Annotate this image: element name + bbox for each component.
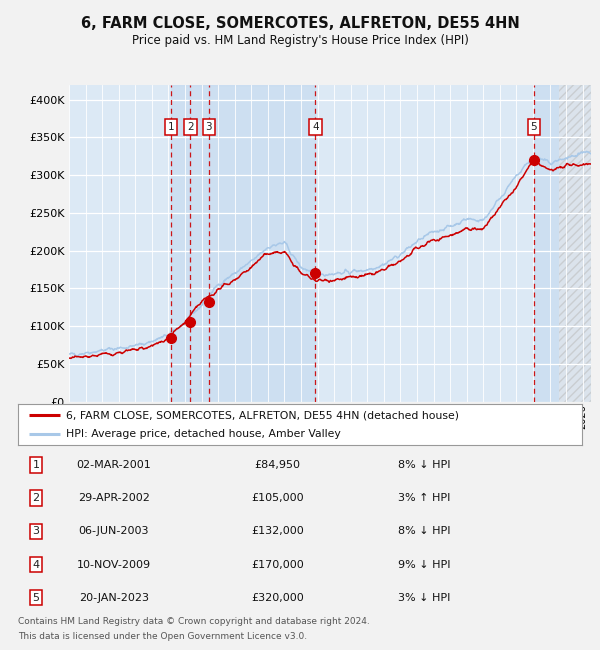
Text: HPI: Average price, detached house, Amber Valley: HPI: Average price, detached house, Ambe… — [66, 429, 341, 439]
Text: This data is licensed under the Open Government Licence v3.0.: This data is licensed under the Open Gov… — [18, 632, 307, 641]
Text: 1: 1 — [168, 122, 175, 133]
Text: 2: 2 — [187, 122, 194, 133]
Text: £132,000: £132,000 — [251, 526, 304, 536]
Text: £170,000: £170,000 — [251, 560, 304, 569]
Bar — [559, 84, 591, 402]
Text: £105,000: £105,000 — [251, 493, 304, 503]
Text: 3: 3 — [32, 526, 40, 536]
Text: 06-JUN-2003: 06-JUN-2003 — [79, 526, 149, 536]
Text: 4: 4 — [312, 122, 319, 133]
Text: 8% ↓ HPI: 8% ↓ HPI — [398, 526, 451, 536]
Text: £320,000: £320,000 — [251, 593, 304, 603]
Text: 5: 5 — [32, 593, 40, 603]
Text: 1: 1 — [32, 460, 40, 470]
Bar — [190, 84, 209, 402]
Text: 6, FARM CLOSE, SOMERCOTES, ALFRETON, DE55 4HN: 6, FARM CLOSE, SOMERCOTES, ALFRETON, DE5… — [80, 16, 520, 31]
Text: 3: 3 — [206, 122, 212, 133]
Text: 02-MAR-2001: 02-MAR-2001 — [77, 460, 151, 470]
Text: 3% ↓ HPI: 3% ↓ HPI — [398, 593, 450, 603]
Text: 9% ↓ HPI: 9% ↓ HPI — [398, 560, 451, 569]
Text: 10-NOV-2009: 10-NOV-2009 — [77, 560, 151, 569]
Text: 2: 2 — [32, 493, 40, 503]
Text: 5: 5 — [530, 122, 537, 133]
Text: 29-APR-2002: 29-APR-2002 — [78, 493, 150, 503]
Text: Price paid vs. HM Land Registry's House Price Index (HPI): Price paid vs. HM Land Registry's House … — [131, 34, 469, 47]
Text: 20-JAN-2023: 20-JAN-2023 — [79, 593, 149, 603]
Text: £84,950: £84,950 — [254, 460, 301, 470]
Text: 4: 4 — [32, 560, 40, 569]
Text: Contains HM Land Registry data © Crown copyright and database right 2024.: Contains HM Land Registry data © Crown c… — [18, 618, 370, 627]
Text: 6, FARM CLOSE, SOMERCOTES, ALFRETON, DE55 4HN (detached house): 6, FARM CLOSE, SOMERCOTES, ALFRETON, DE5… — [66, 410, 459, 421]
Bar — [534, 84, 591, 402]
Bar — [171, 84, 190, 402]
Text: 3% ↑ HPI: 3% ↑ HPI — [398, 493, 450, 503]
Text: 8% ↓ HPI: 8% ↓ HPI — [398, 460, 451, 470]
Bar — [209, 84, 316, 402]
